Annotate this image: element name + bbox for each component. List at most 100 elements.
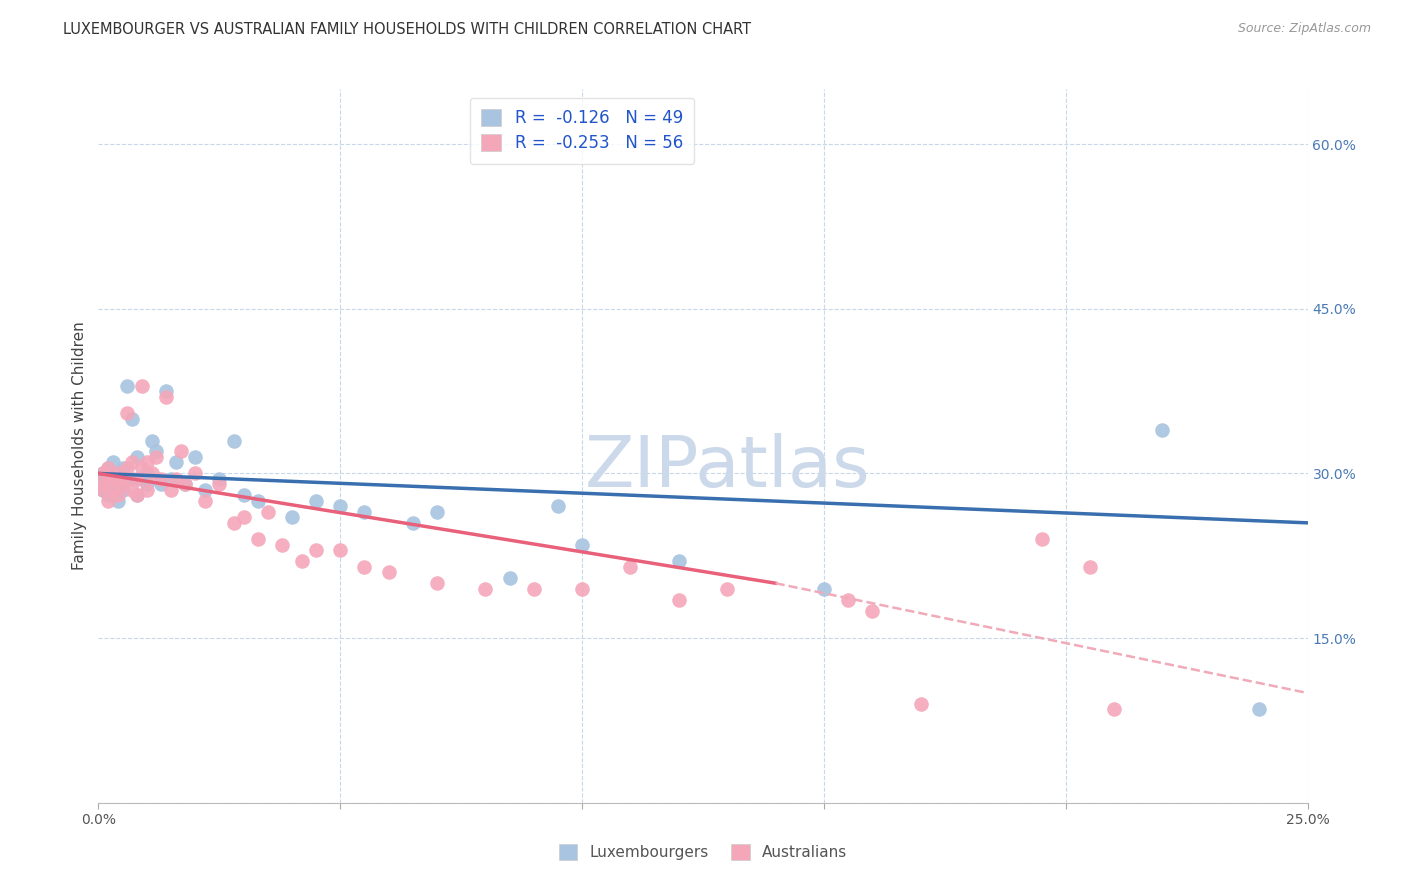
Point — [222, 516, 245, 530]
Point — [668, 592, 690, 607]
Point — [121, 411, 143, 425]
Point — [91, 472, 114, 486]
Point — [247, 533, 270, 547]
Point — [208, 477, 231, 491]
Point — [101, 455, 124, 469]
Point — [121, 472, 143, 486]
Point — [256, 505, 278, 519]
Point — [426, 505, 449, 519]
Point — [1031, 533, 1053, 547]
Point — [97, 494, 120, 508]
Text: ZIPatlas: ZIPatlas — [585, 433, 870, 502]
Point — [1102, 702, 1125, 716]
Point — [165, 455, 187, 469]
Point — [91, 483, 114, 497]
Point — [169, 444, 191, 458]
Point — [1152, 423, 1174, 437]
Point — [571, 582, 593, 596]
Point — [232, 510, 254, 524]
Point — [121, 455, 143, 469]
Point — [498, 571, 520, 585]
Point — [145, 444, 167, 458]
Point — [329, 500, 352, 514]
Point — [97, 461, 120, 475]
Point — [222, 434, 245, 448]
Point — [1078, 559, 1101, 574]
Text: Source: ZipAtlas.com: Source: ZipAtlas.com — [1237, 22, 1371, 36]
Point — [305, 543, 328, 558]
Point — [127, 488, 149, 502]
Point — [131, 472, 153, 486]
Point — [101, 483, 124, 497]
Point — [107, 477, 129, 491]
Y-axis label: Family Households with Children: Family Households with Children — [72, 322, 87, 570]
Point — [329, 543, 352, 558]
Point — [127, 488, 149, 502]
Point — [813, 582, 835, 596]
Point — [91, 467, 114, 481]
Point — [91, 467, 114, 481]
Point — [97, 477, 120, 491]
Point — [194, 494, 217, 508]
Point — [101, 472, 124, 486]
Point — [135, 477, 157, 491]
Point — [97, 488, 120, 502]
Point — [353, 505, 375, 519]
Point — [353, 559, 375, 574]
Point — [174, 477, 197, 491]
Point — [160, 483, 183, 497]
Point — [127, 472, 149, 486]
Point — [232, 488, 254, 502]
Point — [155, 390, 177, 404]
Point — [184, 450, 207, 464]
Point — [155, 384, 177, 398]
Point — [97, 467, 120, 481]
Point — [141, 434, 163, 448]
Point — [117, 406, 139, 420]
Point — [150, 472, 173, 486]
Point — [91, 483, 114, 497]
Point — [247, 494, 270, 508]
Point — [547, 500, 569, 514]
Point — [523, 582, 546, 596]
Point — [668, 554, 690, 568]
Point — [281, 510, 304, 524]
Point — [97, 472, 120, 486]
Point — [107, 488, 129, 502]
Point — [91, 477, 114, 491]
Point — [716, 582, 738, 596]
Point — [111, 472, 134, 486]
Point — [305, 494, 328, 508]
Point — [174, 477, 197, 491]
Point — [121, 483, 143, 497]
Point — [184, 467, 207, 481]
Point — [135, 467, 157, 481]
Point — [194, 483, 217, 497]
Point — [208, 472, 231, 486]
Point — [111, 461, 134, 475]
Point — [117, 378, 139, 392]
Point — [377, 566, 399, 580]
Point — [910, 697, 932, 711]
Point — [117, 461, 139, 475]
Point — [111, 477, 134, 491]
Point — [101, 472, 124, 486]
Point — [150, 477, 173, 491]
Point — [131, 378, 153, 392]
Point — [271, 538, 294, 552]
Legend: Luxembourgers, Australians: Luxembourgers, Australians — [553, 838, 853, 866]
Point — [165, 472, 187, 486]
Point — [97, 461, 120, 475]
Point — [135, 455, 157, 469]
Point — [290, 554, 312, 568]
Point — [101, 483, 124, 497]
Point — [160, 472, 183, 486]
Point — [131, 461, 153, 475]
Point — [145, 450, 167, 464]
Point — [135, 483, 157, 497]
Point — [127, 450, 149, 464]
Point — [107, 467, 129, 481]
Point — [619, 559, 641, 574]
Point — [141, 467, 163, 481]
Point — [1249, 702, 1271, 716]
